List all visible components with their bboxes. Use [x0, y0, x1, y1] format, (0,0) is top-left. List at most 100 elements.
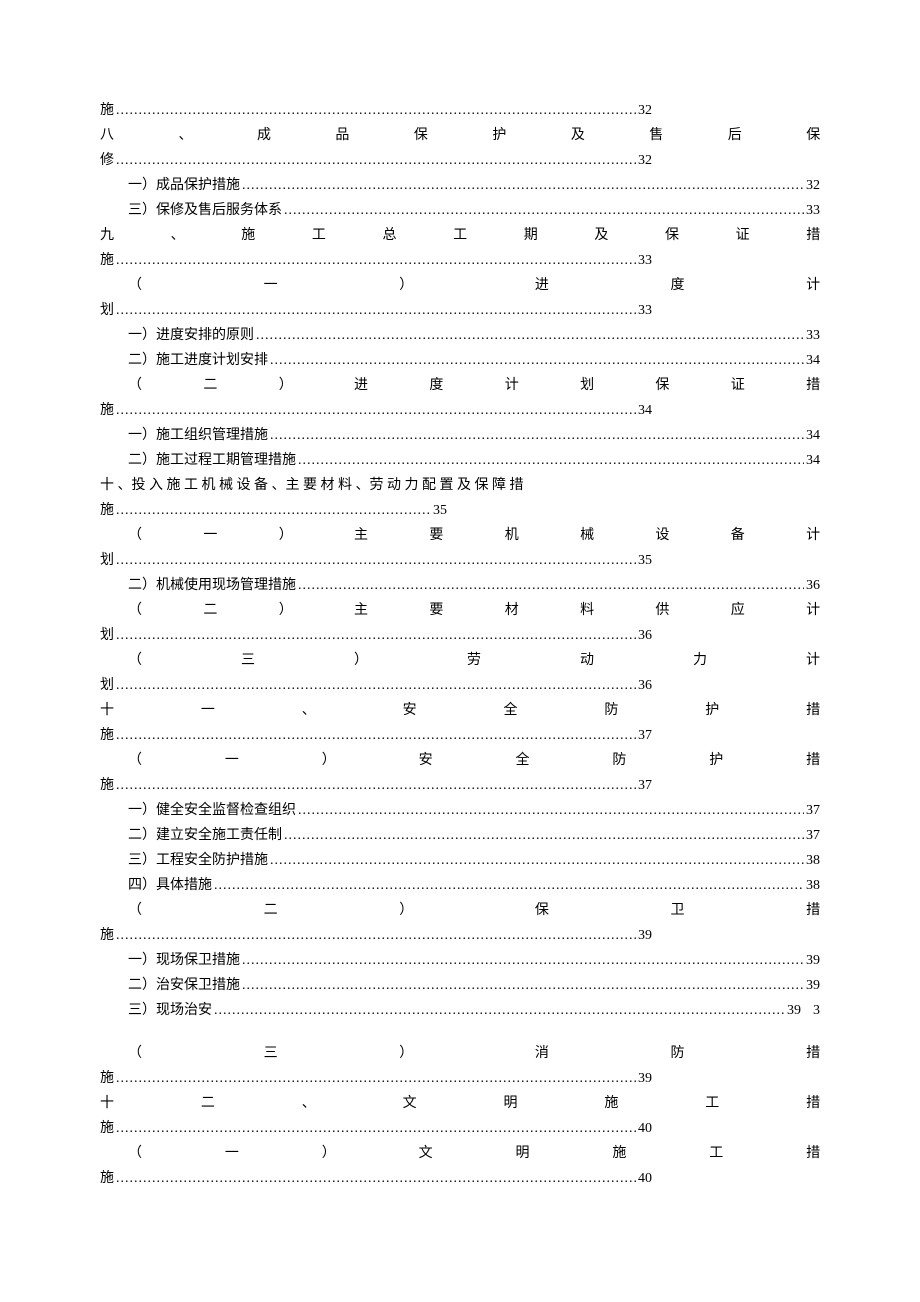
toc-entry: 划 ......................................…: [100, 675, 820, 696]
toc-entry: 三）现场治安 .................................…: [100, 1000, 820, 1021]
toc-entry: 施 ......................................…: [100, 925, 820, 946]
toc-entry: 一）进度安排的原则 ..............................…: [100, 325, 820, 346]
blank-line: [100, 1025, 820, 1043]
toc-entry: 二）治安保卫措施 ...............................…: [100, 975, 820, 996]
toc-entry-page: 33: [806, 325, 820, 346]
toc-entry: 一）施工组织管理措施 .............................…: [100, 425, 820, 446]
toc-entry: 九 、 施 工 总 工 期 及 保 证 措: [100, 225, 820, 246]
toc-entry-title: 施: [100, 1068, 114, 1089]
toc-entry-page: 34: [638, 400, 652, 421]
toc-leader-dots: ........................................…: [242, 175, 804, 196]
toc-entry-title: 一）成品保护措施: [128, 175, 240, 196]
toc-entry-page: 37: [806, 825, 820, 846]
toc-entry-title: 十 一 、 安 全 防 护 措: [100, 700, 820, 721]
toc-entry-page: 38: [806, 850, 820, 871]
toc-entry-page: 36: [638, 675, 652, 696]
toc-leader-dots: ........................................…: [116, 1168, 636, 1189]
toc-entry: （ 一 ） 安 全 防 护 措: [100, 750, 820, 771]
table-of-contents: 施 ......................................…: [100, 100, 820, 1189]
toc-entry-title: （ 三 ） 劳 动 力 计: [128, 650, 820, 671]
toc-entry-title: 施: [100, 925, 114, 946]
toc-entry-title: （ 一 ） 文 明 施 工 措: [128, 1143, 820, 1164]
toc-leader-dots: ........................................…: [214, 875, 804, 896]
toc-entry: 施 ......................................…: [100, 400, 820, 421]
toc-entry: 施 ......................................…: [100, 1168, 820, 1189]
toc-leader-dots: ........................................…: [270, 850, 804, 871]
toc-entry: 四）具体措施 .................................…: [100, 875, 820, 896]
toc-entry-title: 二）施工过程工期管理措施: [128, 450, 296, 471]
toc-entry-page: 37: [638, 725, 652, 746]
toc-entry-page: 32: [638, 150, 652, 171]
toc-entry-page: 33: [806, 200, 820, 221]
toc-entry: 施 ......................................…: [100, 1068, 820, 1089]
toc-entry-title: 划: [100, 550, 114, 571]
toc-leader-dots: ........................................…: [270, 425, 804, 446]
toc-leader-dots: ........................................…: [284, 200, 804, 221]
toc-leader-dots: ........................................…: [116, 550, 636, 571]
toc-entry: 十 、投 入 施 工 机 械 设 备 、主 要 材 料 、劳 动 力 配 置 及…: [100, 475, 820, 496]
toc-entry-page: 37: [638, 775, 652, 796]
toc-entry: 一）健全安全监督检查组织 ...........................…: [100, 800, 820, 821]
toc-entry-title: 二）机械使用现场管理措施: [128, 575, 296, 596]
toc-entry-title: （ 一 ） 主 要 机 械 设 备 计: [128, 525, 820, 546]
toc-entry-title: 二）施工进度计划安排: [128, 350, 268, 371]
toc-entry-page: 38: [806, 875, 820, 896]
toc-entry: （ 一 ） 进 度 计: [100, 275, 820, 296]
toc-entry: 二）施工进度计划安排 .............................…: [100, 350, 820, 371]
toc-entry-title: 二）治安保卫措施: [128, 975, 240, 996]
toc-leader-dots: ........................................…: [270, 350, 804, 371]
toc-entry: （ 三 ） 劳 动 力 计: [100, 650, 820, 671]
toc-entry: 施 ......................................…: [100, 500, 820, 521]
toc-leader-dots: ........................................…: [298, 800, 804, 821]
toc-entry-page: 39: [638, 925, 652, 946]
toc-entry-title: 三）工程安全防护措施: [128, 850, 268, 871]
toc-entry: 划 ......................................…: [100, 300, 820, 321]
toc-entry-page: 33: [638, 250, 652, 271]
toc-entry-page: 35: [638, 550, 652, 571]
toc-entry-page: 36: [638, 625, 652, 646]
toc-entry-title: 一）进度安排的原则: [128, 325, 254, 346]
toc-entry-title: 施: [100, 500, 114, 521]
toc-entry-title: （ 二 ） 保 卫 措: [128, 900, 820, 921]
toc-entry-title: 修: [100, 150, 114, 171]
toc-entry-page: 39: [787, 1000, 801, 1021]
toc-entry-page: 33: [638, 300, 652, 321]
toc-entry: 十 二 、 文 明 施 工 措: [100, 1093, 820, 1114]
toc-entry: 三）工程安全防护措施 .............................…: [100, 850, 820, 871]
toc-entry-title: （ 一 ） 安 全 防 护 措: [128, 750, 820, 771]
toc-entry-title: 施: [100, 250, 114, 271]
toc-entry-title: 八 、 成 品 保 护 及 售 后 保: [100, 125, 820, 146]
toc-entry: 施 ......................................…: [100, 100, 820, 121]
toc-entry-title: （ 一 ） 进 度 计: [128, 275, 820, 296]
toc-entry-title: 十 、投 入 施 工 机 械 设 备 、主 要 材 料 、劳 动 力 配 置 及…: [100, 475, 820, 496]
toc-entry-title: 划: [100, 675, 114, 696]
toc-entry-title: 四）具体措施: [128, 875, 212, 896]
toc-leader-dots: ........................................…: [242, 950, 804, 971]
toc-entry: 一）现场保卫措施 ...............................…: [100, 950, 820, 971]
toc-entry: 一）成品保护措施 ...............................…: [100, 175, 820, 196]
toc-entry: 十 一 、 安 全 防 护 措: [100, 700, 820, 721]
toc-entry-page: 39: [806, 950, 820, 971]
toc-entry-title: 施: [100, 100, 114, 121]
toc-entry-page: 40: [638, 1168, 652, 1189]
toc-entry: 施 ......................................…: [100, 250, 820, 271]
toc-entry-page: 37: [806, 800, 820, 821]
toc-entry-page: 39: [638, 1068, 652, 1089]
toc-leader-dots: ........................................…: [214, 1000, 785, 1021]
toc-entry-title: 三）现场治安: [128, 1000, 212, 1021]
toc-leader-dots: ........................................…: [256, 325, 804, 346]
toc-leader-dots: ........................................…: [116, 250, 636, 271]
toc-leader-dots: ........................................…: [116, 1118, 636, 1139]
toc-entry: 划 ......................................…: [100, 550, 820, 571]
toc-leader-dots: ........................................…: [116, 300, 636, 321]
toc-entry: （ 二 ） 进 度 计 划 保 证 措: [100, 375, 820, 396]
toc-leader-dots: ........................................…: [116, 150, 636, 171]
toc-entry: 修 ......................................…: [100, 150, 820, 171]
toc-entry-title: （ 二 ） 进 度 计 划 保 证 措: [128, 375, 820, 396]
toc-entry-title: 三）保修及售后服务体系: [128, 200, 282, 221]
toc-entry: （ 一 ） 主 要 机 械 设 备 计: [100, 525, 820, 546]
toc-entry-page: 36: [806, 575, 820, 596]
toc-entry: 施 ......................................…: [100, 1118, 820, 1139]
toc-entry-page: 39: [806, 975, 820, 996]
toc-leader-dots: ........................................…: [298, 575, 804, 596]
